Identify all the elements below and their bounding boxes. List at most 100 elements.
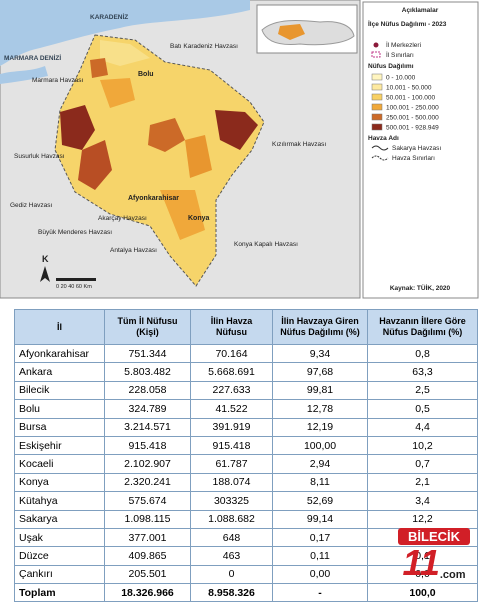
table-cell: 8.958.326 [190,583,273,603]
table-row: Kocaeli 2.102.907 61.787 2,94 0,7 [14,454,478,474]
legend-label: 0 - 10.000 [386,75,416,82]
table-cell: 648 [190,527,273,548]
table-cell: 915.418 [104,435,191,456]
table-cell: 205.501 [104,564,191,585]
map-label: Akarçay Havzası [98,215,147,222]
table-row: Bursa 3.214.571 391.919 12,19 4,4 [14,417,478,437]
table-row: Düzce 409.865 463 0,11 0,1 [14,546,478,566]
district [148,118,185,152]
table-cell: 99,14 [272,509,368,529]
table-cell: 303325 [190,491,273,511]
map-label: Susurluk Havzası [14,153,65,160]
table-cell: 575.674 [104,491,191,511]
map-label: MARMARA DENİZİ [4,54,61,62]
legend-symbol [371,155,389,161]
table-cell: Sakarya [14,509,105,529]
table-cell: 228.058 [104,380,191,401]
legend-swatch [371,73,383,81]
table-cell: 61.787 [190,454,273,474]
table-cell: 100,00 [272,435,368,456]
table-cell: Ankara [14,362,105,382]
map-label: Marmara Havzası [32,77,83,84]
north-arrow-icon [40,266,50,282]
table-cell: 99,81 [272,380,368,401]
legend-swatch [371,103,383,111]
legend-label: İl Sınırları [386,50,414,59]
sea [0,66,48,84]
legend-label: Havza Sınırları [392,155,435,162]
table-cell: Uşak [14,527,105,548]
table-cell: 4,4 [367,417,478,437]
district [90,58,108,78]
map-label: Antalya Havzası [110,247,157,254]
table-cell: 10,2 [367,435,478,456]
map-label: Konya [188,215,210,222]
table-cell: - [272,583,368,603]
table-row: Çankırı 205.501 0 0,00 0,0 [14,564,478,585]
table-cell: 70.164 [190,343,273,364]
table-cell: 0,11 [272,546,368,566]
legend-swatch [371,123,383,131]
table-cell: 12,19 [272,417,368,437]
district [100,40,150,66]
logo: BİLECİK 11 .com [398,528,470,594]
table-cell: 324.789 [104,399,191,419]
table-cell: 5.668.691 [190,362,273,382]
legend-label: 250.001 - 500.000 [386,115,439,122]
table-cell: Konya [14,472,105,493]
table-cell: 9,34 [272,343,368,364]
legend-label: Sakarya Havzası [392,145,441,152]
scale-bar-icon [56,278,96,281]
table-cell: 2,1 [367,472,478,493]
table-cell: 0,7 [367,454,478,474]
district [160,190,205,240]
legend-label: 500.001 - 928.949 [386,125,439,132]
table-cell: 915.418 [190,435,273,456]
table-row: Sakarya 1.098.115 1.088.682 99,14 12,2 [14,509,478,529]
table-cell: 12,2 [367,509,478,529]
table-cell: Çankırı [14,564,105,585]
column-header: İlin Havzaya Giren Nüfus Dağılımı (%) [272,309,368,345]
map-label: Batı Karadeniz Havzası [170,43,238,50]
inset-turkey [261,19,355,46]
column-header: İl [14,309,105,345]
population-table: İl Tüm İl Nüfusu (Kişi) İlin Havza Nüfusu İ… [14,309,478,603]
district [185,135,212,178]
map-label: Konya Kapalı Havzası [234,241,298,248]
logo-number: 11 [402,542,440,583]
map-label: Büyük Menderes Havzası [38,229,112,236]
north-arrow: K [42,254,49,264]
legend-subtitle: İlçe Nüfus Dağılımı - 2023 [368,20,447,28]
legend-label: Nüfus Dağılımı [368,63,414,70]
table-cell: Bilecik [14,380,105,401]
legend-label: 100.001 - 250.000 [386,105,439,112]
legend-symbol [373,42,379,48]
column-header: İlin Havza Nüfusu [190,309,273,345]
legend-label: Havza Adı [368,135,399,142]
table-cell: 751.344 [104,343,191,364]
table-cell: 97,68 [272,362,368,382]
map-label: Afyonkarahisar [128,195,179,202]
legend-swatch [371,83,383,91]
legend-source: Kaynak: TÜİK, 2020 [390,283,451,292]
table-cell: 0,00 [272,564,368,585]
table-cell: 52,69 [272,491,368,511]
legend-label: İl Merkezleri [386,40,421,49]
map-figure: KARADENİZ MARMARA DENİZİ Marmara Havzası… [0,0,479,299]
table-cell: 391.919 [190,417,273,437]
table-cell: Bursa [14,417,105,437]
table-cell: 1.088.682 [190,509,273,529]
table-cell: Kocaeli [14,454,105,474]
table-cell: 0 [190,564,273,585]
table-row: Kütahya 575.674 303325 52,69 3,4 [14,491,478,511]
table-row: Ankara 5.803.482 5.668.691 97,68 63,3 [14,362,478,382]
legend-title: Açıklamalar [402,7,439,14]
table-cell: 63,3 [367,362,478,382]
table-cell: 3.214.571 [104,417,191,437]
table-cell: 0,17 [272,527,368,548]
table-row: Toplam 18.326.966 8.958.326-100,0 [14,583,478,603]
table-cell: 377.001 [104,527,191,548]
table-cell: Afyonkarahisar [14,343,105,364]
table-cell: 188.074 [190,472,273,493]
